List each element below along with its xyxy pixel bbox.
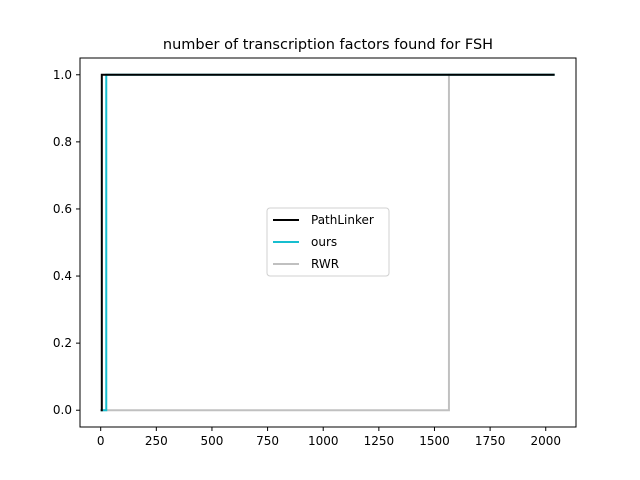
legend-label-1: ours bbox=[311, 235, 337, 249]
plot-frame bbox=[79, 57, 577, 428]
x-tick-label: 2000 bbox=[530, 434, 561, 448]
x-tick-label: 0 bbox=[97, 434, 105, 448]
y-tick-label: 0.6 bbox=[53, 202, 72, 216]
x-tick-label: 750 bbox=[256, 434, 279, 448]
y-tick-label: 0.4 bbox=[53, 269, 72, 283]
x-tick-label: 250 bbox=[145, 434, 168, 448]
x-tick-label: 1500 bbox=[419, 434, 450, 448]
legend-label-2: RWR bbox=[311, 257, 339, 271]
legend-label-0: PathLinker bbox=[311, 213, 374, 227]
series-line-0 bbox=[100, 73, 555, 412]
legend: PathLinker ours RWR bbox=[266, 207, 390, 277]
y-axis-ticks: 0.0 0.2 0.4 0.6 0.8 1.0 bbox=[53, 68, 80, 417]
x-axis-ticks: 0 250 500 750 1000 1250 1500 1750 2000 bbox=[97, 427, 561, 448]
y-tick-label: 1.0 bbox=[53, 68, 72, 82]
y-tick-label: 0.2 bbox=[53, 336, 72, 350]
x-tick-label: 1250 bbox=[364, 434, 395, 448]
y-tick-label: 0.8 bbox=[53, 135, 72, 149]
y-tick-label: 0.0 bbox=[53, 403, 72, 417]
x-tick-label: 1750 bbox=[475, 434, 506, 448]
x-tick-label: 1000 bbox=[308, 434, 339, 448]
chart-title: number of transcription factors found fo… bbox=[163, 37, 493, 53]
series-layer bbox=[100, 73, 555, 412]
x-tick-label: 500 bbox=[201, 434, 224, 448]
legend-box bbox=[266, 207, 390, 277]
